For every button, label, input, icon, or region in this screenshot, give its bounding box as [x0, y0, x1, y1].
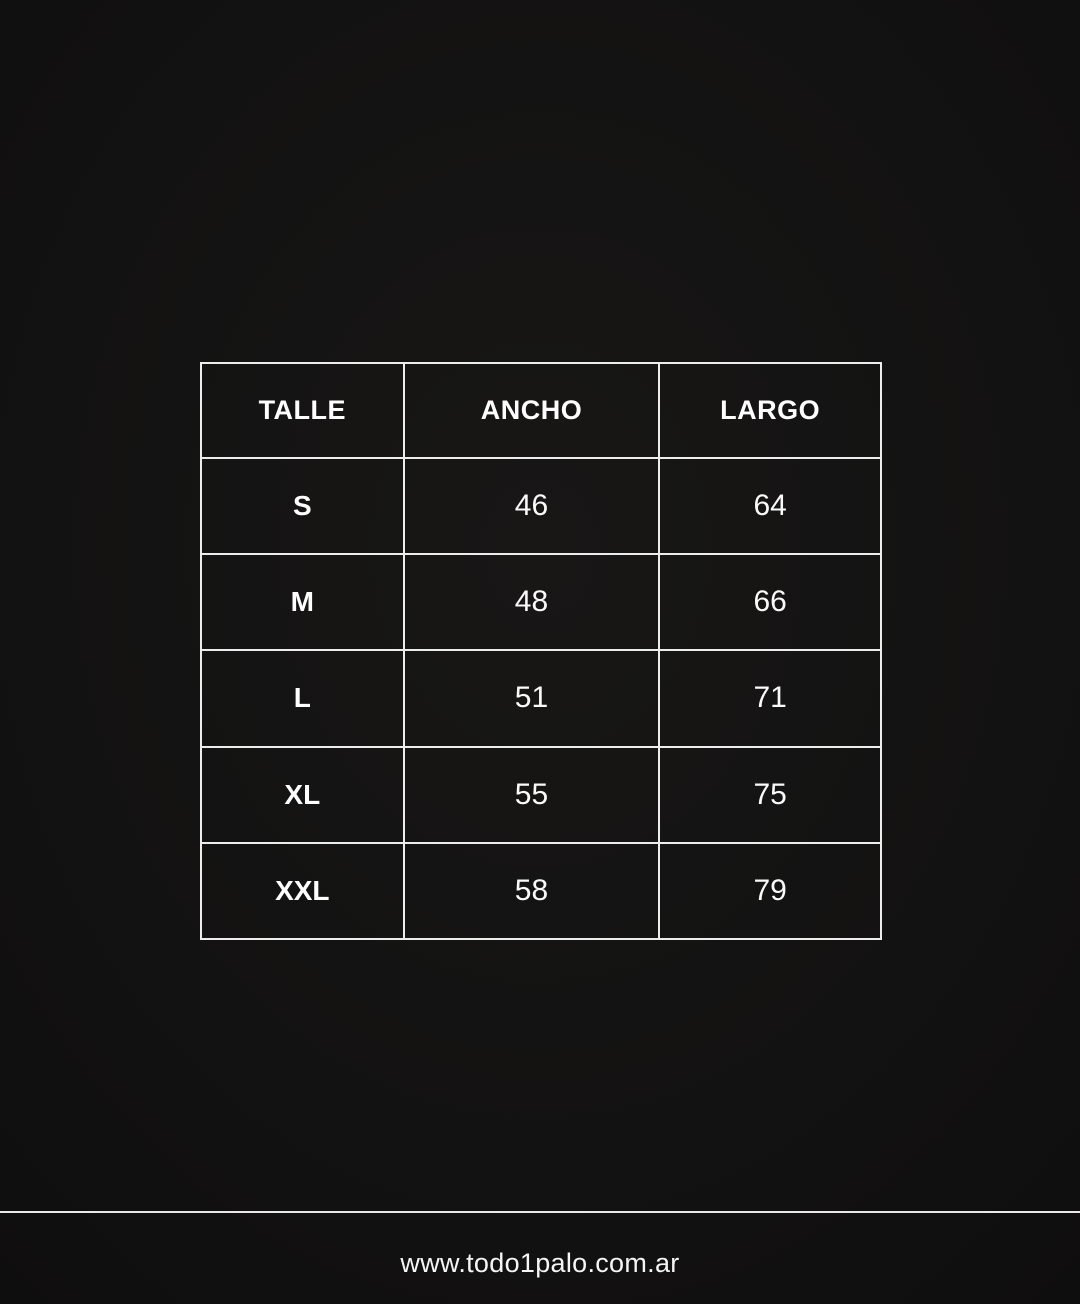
divider-line: [0, 1211, 1080, 1213]
ancho-cell: 46: [402, 456, 661, 556]
column-header-largo: LARGO: [658, 362, 882, 459]
table-row: S 46 64: [200, 456, 882, 556]
size-cell: XXL: [200, 841, 405, 941]
largo-cell: 75: [658, 745, 882, 844]
ancho-cell: 48: [402, 553, 661, 652]
website-url: www.todo1palo.com.ar: [400, 1248, 680, 1278]
column-header-talle: TALLE: [200, 362, 405, 459]
ancho-cell: 55: [402, 745, 661, 844]
size-table: TALLE ANCHO LARGO S 46 64 M 48 66 L 51 7…: [200, 362, 882, 941]
column-header-ancho: ANCHO: [402, 362, 661, 459]
largo-cell: 71: [658, 649, 882, 748]
table-row: XL 55 75: [200, 745, 882, 844]
largo-cell: 64: [658, 456, 882, 556]
table-header-row: TALLE ANCHO LARGO: [200, 362, 882, 459]
size-cell: S: [200, 456, 405, 556]
ancho-cell: 58: [402, 841, 661, 941]
table-row: M 48 66: [200, 553, 882, 652]
largo-cell: 66: [658, 553, 882, 652]
table-row: XXL 58 79: [200, 841, 882, 941]
size-cell: XL: [200, 745, 405, 844]
table-row: L 51 71: [200, 649, 882, 748]
ancho-cell: 51: [402, 649, 661, 748]
size-cell: L: [200, 649, 405, 748]
size-cell: M: [200, 553, 405, 652]
largo-cell: 79: [658, 841, 882, 941]
